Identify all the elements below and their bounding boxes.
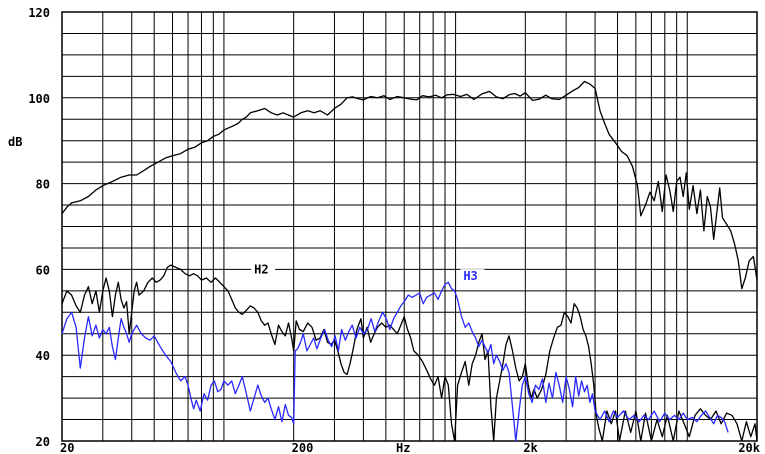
series-line-h3: [61, 281, 729, 442]
plot-border: [61, 11, 758, 442]
series-line-1: [61, 80, 758, 290]
y-tick-label: 80: [36, 178, 50, 192]
x-tick-label: 200: [292, 441, 314, 454]
chart-annotations: H2 H3: [251, 262, 485, 283]
series-line-h2: [61, 264, 758, 442]
x-tick-label: 2k: [523, 441, 538, 454]
x-axis-tick-labels: 20 200 2k 20k: [60, 441, 761, 454]
y-tick-label: 20: [36, 435, 50, 449]
series-label-h2: H2: [254, 263, 268, 277]
y-axis-tick-labels: 20 40 60 80 100 120: [28, 6, 50, 449]
annotation-background: [251, 262, 276, 276]
y-tick-label: 100: [28, 92, 50, 106]
y-tick-label: 40: [36, 349, 50, 363]
x-tick-label: 20k: [738, 441, 760, 454]
chart-frame: [61, 11, 758, 442]
y-tick-label: 60: [36, 263, 50, 277]
chart-grid: [61, 11, 758, 442]
y-axis-label: dB: [8, 135, 22, 149]
series-label-h3: H3: [463, 269, 477, 283]
chart-series-group: [61, 80, 758, 442]
x-tick-label: 20: [60, 441, 74, 454]
x-axis-label: Hz: [396, 441, 410, 454]
annotation-background: [460, 269, 485, 283]
y-tick-label: 120: [28, 6, 50, 20]
